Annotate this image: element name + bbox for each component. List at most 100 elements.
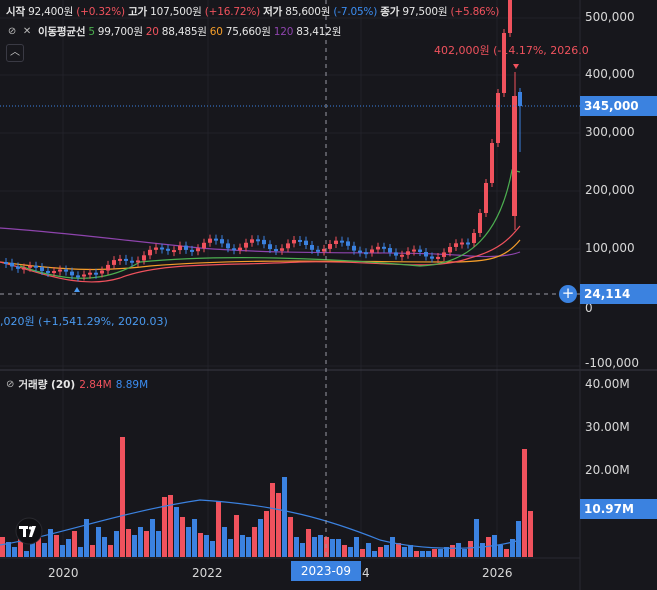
price-axis-label: -100,000 bbox=[585, 356, 639, 370]
volume-bar bbox=[54, 535, 59, 557]
eye-off-icon[interactable]: ⊘ bbox=[6, 379, 15, 390]
volume-bar bbox=[330, 539, 335, 557]
ma60-period: 60 bbox=[209, 25, 223, 38]
volume-bar bbox=[156, 531, 161, 557]
volume-bar bbox=[456, 543, 461, 557]
candle-body bbox=[28, 265, 32, 268]
time-axis-label: 4 bbox=[362, 566, 370, 580]
volume-bar bbox=[216, 501, 221, 557]
chevron-up-icon[interactable]: ︿ bbox=[6, 44, 24, 62]
volume-bar bbox=[336, 539, 341, 557]
volume-bar bbox=[384, 545, 389, 557]
price-axis-label: 300,000 bbox=[585, 125, 635, 139]
volume-bar bbox=[180, 517, 185, 557]
volume-bar bbox=[438, 549, 443, 557]
candle-body bbox=[364, 252, 368, 255]
volume-bar bbox=[120, 437, 125, 557]
candle-body bbox=[124, 258, 128, 261]
volume-bar bbox=[174, 507, 179, 557]
volume-bar bbox=[30, 541, 35, 557]
candle-body bbox=[512, 96, 517, 216]
volume-bar bbox=[318, 535, 323, 557]
candle-body bbox=[400, 254, 404, 257]
high-change: (+16.72%) bbox=[204, 6, 261, 18]
candle-body bbox=[244, 242, 248, 248]
candle-body bbox=[160, 247, 164, 250]
ma5-period: 5 bbox=[88, 25, 95, 38]
volume-ma-value: 8.89M bbox=[115, 378, 149, 391]
volume-bar bbox=[162, 497, 167, 557]
volume-bar bbox=[240, 535, 245, 557]
candle-body bbox=[502, 32, 506, 93]
low-annotation: ,020원 (+1,541.29%, 2020.03) bbox=[0, 315, 168, 328]
volume-bar bbox=[138, 527, 143, 557]
crosshair-time-tag: 2023-09 bbox=[291, 561, 361, 581]
volume-bar bbox=[186, 527, 191, 557]
low-value: 85,600원 bbox=[285, 6, 331, 18]
volume-bar bbox=[312, 537, 317, 557]
volume-bar bbox=[402, 547, 407, 557]
volume-bar bbox=[450, 545, 455, 557]
volume-bar bbox=[132, 535, 137, 557]
volume-bar bbox=[504, 549, 509, 557]
candle-body bbox=[190, 249, 194, 252]
volume-bar bbox=[198, 533, 203, 557]
candle-body bbox=[508, 0, 512, 33]
ma-label: 이동평균선 bbox=[38, 26, 86, 38]
candle-body bbox=[4, 262, 8, 264]
candle-body bbox=[436, 256, 440, 259]
volume-bars bbox=[0, 437, 533, 557]
moving-average-lines bbox=[0, 169, 521, 283]
volume-bar bbox=[48, 529, 53, 557]
candle-body bbox=[268, 244, 272, 250]
volume-bar bbox=[378, 547, 383, 557]
high-marker bbox=[513, 64, 519, 69]
volume-bar bbox=[360, 549, 365, 557]
volume-bar bbox=[222, 527, 227, 557]
volume-bar bbox=[270, 483, 275, 557]
low-label: 저가 bbox=[263, 6, 283, 18]
volume-ma-line bbox=[0, 499, 521, 549]
close-icon[interactable]: ✕ bbox=[22, 25, 32, 37]
candle-body bbox=[334, 240, 338, 245]
ma120-period: 120 bbox=[273, 25, 294, 38]
volume-bar bbox=[18, 539, 23, 557]
volume-label: 거래량 (20) bbox=[18, 379, 76, 391]
chart-overlay bbox=[0, 0, 580, 560]
candle-body bbox=[58, 269, 62, 272]
volume-bar bbox=[444, 547, 449, 557]
volume-bar bbox=[78, 547, 83, 557]
candle-body bbox=[16, 266, 20, 269]
volume-axis-label: 30.00M bbox=[585, 420, 630, 434]
eye-off-icon[interactable]: ⊘ bbox=[7, 25, 17, 37]
open-change: (+0.32%) bbox=[76, 6, 125, 18]
volume-bar bbox=[432, 549, 437, 557]
ohlc-legend: 시작 92,400원 (+0.32%) 고가 107,500원 (+16.72%… bbox=[6, 4, 499, 19]
volume-axis-label: 40.00M bbox=[585, 377, 630, 391]
candle-body bbox=[286, 243, 290, 249]
candle-body bbox=[484, 182, 488, 213]
volume-bar bbox=[282, 477, 287, 557]
volume-bar bbox=[144, 531, 149, 557]
volume-bar bbox=[96, 527, 101, 557]
ma20-period: 20 bbox=[145, 25, 159, 38]
candle-body bbox=[424, 251, 428, 257]
candle-body bbox=[82, 274, 86, 277]
close-label: 종가 bbox=[380, 6, 400, 18]
volume-bar bbox=[252, 527, 257, 557]
candle-body bbox=[370, 249, 374, 253]
add-alert-button[interactable]: + bbox=[559, 285, 577, 303]
volume-bar bbox=[366, 543, 371, 557]
volume-bar bbox=[426, 551, 431, 557]
ma20-value: 88,485원 bbox=[161, 26, 207, 38]
volume-bar bbox=[528, 511, 533, 557]
volume-bar bbox=[276, 493, 281, 557]
candle-body bbox=[496, 92, 500, 143]
volume-bar bbox=[102, 537, 107, 557]
candle-body bbox=[46, 270, 50, 273]
volume-bar bbox=[300, 543, 305, 557]
candle-body bbox=[490, 142, 494, 183]
volume-bar bbox=[414, 551, 419, 557]
candle-body bbox=[40, 267, 44, 271]
volume-bar bbox=[288, 517, 293, 557]
